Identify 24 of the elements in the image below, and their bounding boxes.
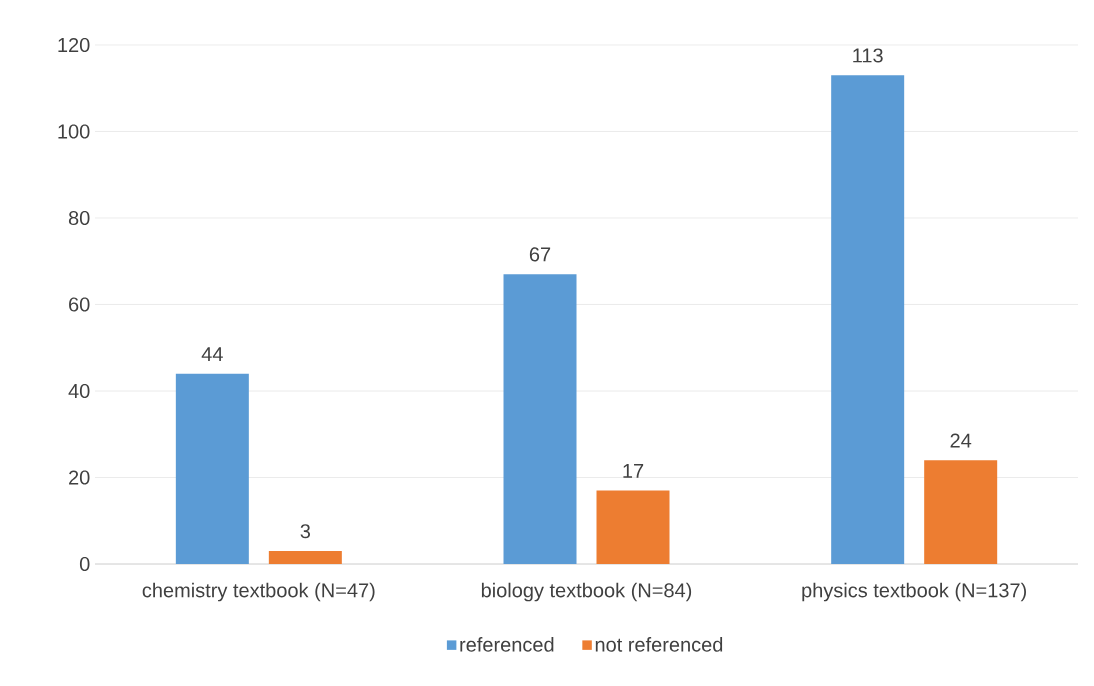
bar (503, 274, 577, 564)
bar (175, 373, 249, 564)
legend-label: not referenced (595, 637, 723, 652)
y-tick-label: 20 (69, 470, 90, 485)
legend-label: referenced (460, 637, 554, 652)
data-label: 24 (950, 433, 972, 448)
x-tick-label: biology textbook (N=84) (481, 582, 692, 602)
data-label: 113 (853, 48, 883, 63)
y-tick-label: 60 (69, 297, 90, 312)
y-tick-label: 100 (58, 124, 90, 139)
x-tick-label: physics textbook (N=137) (802, 582, 1026, 602)
bar (831, 75, 905, 564)
x-tick-label: chemistry textbook (N=47) (142, 582, 375, 602)
data-label: 17 (623, 464, 644, 478)
data-label: 44 (201, 347, 223, 361)
bar (924, 460, 998, 564)
y-tick-label: 40 (68, 383, 90, 399)
y-tick-label: 120 (58, 37, 90, 53)
bar (596, 490, 670, 564)
data-label: 67 (529, 247, 551, 262)
y-tick-label: 0 (79, 556, 90, 572)
bar (268, 551, 342, 564)
y-tick-label: 80 (68, 210, 90, 226)
data-label: 3 (300, 524, 311, 539)
